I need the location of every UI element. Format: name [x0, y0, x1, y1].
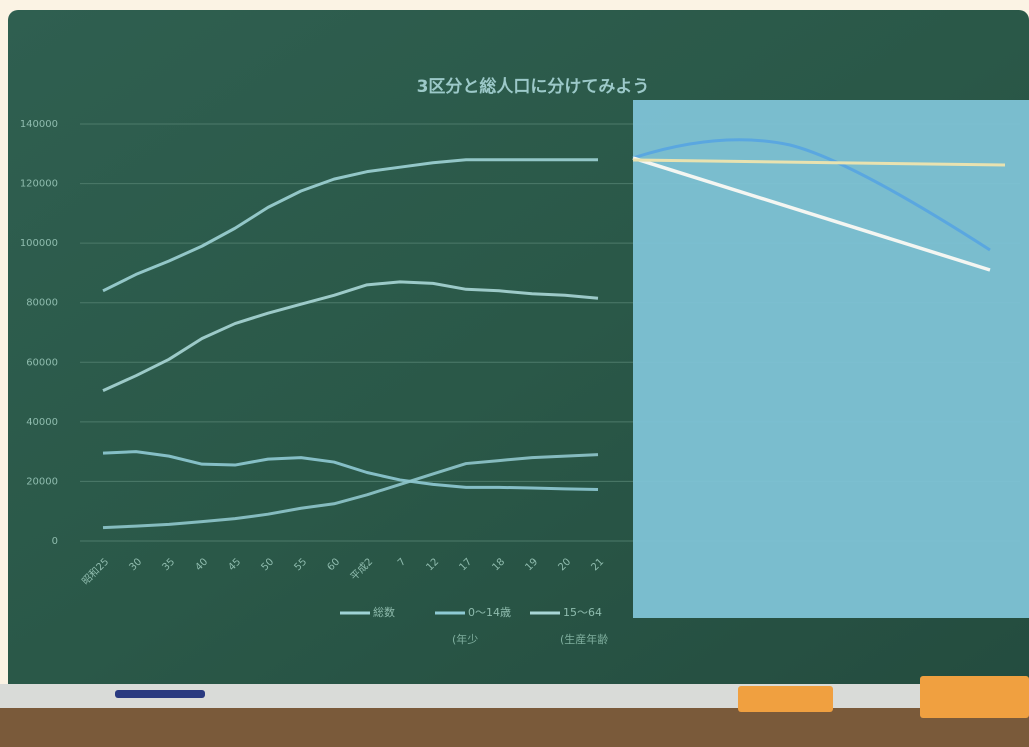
y-tick-label: 40000 [26, 417, 58, 428]
chalk-line [632, 158, 1006, 167]
chart-title: 3区分と総人口に分けてみよう [417, 76, 650, 97]
y-tick-label: 0 [52, 536, 58, 547]
chalk-line [632, 156, 991, 272]
legend-label: 0～14歳 [468, 606, 511, 619]
eraser [920, 676, 1029, 718]
series-line [102, 453, 599, 530]
y-tick-label: 100000 [20, 238, 58, 249]
y-tick-label: 140000 [20, 119, 58, 130]
y-tick-label: 120000 [20, 179, 58, 190]
series-line [102, 158, 598, 293]
chalk-line [632, 138, 991, 252]
legend-label: 総数 [373, 605, 395, 619]
y-tick-label: 20000 [26, 476, 58, 487]
y-tick-label: 60000 [26, 357, 58, 368]
legend-label: 15～64 [563, 606, 602, 619]
series-line [102, 450, 599, 491]
y-tick-label: 80000 [26, 298, 58, 309]
paper-sheet [633, 100, 1029, 618]
eraser [738, 686, 833, 712]
marker [115, 690, 205, 698]
annotation: (年少 [452, 632, 478, 646]
series-line [102, 280, 599, 392]
annotation: (生産年齢 [560, 632, 608, 646]
